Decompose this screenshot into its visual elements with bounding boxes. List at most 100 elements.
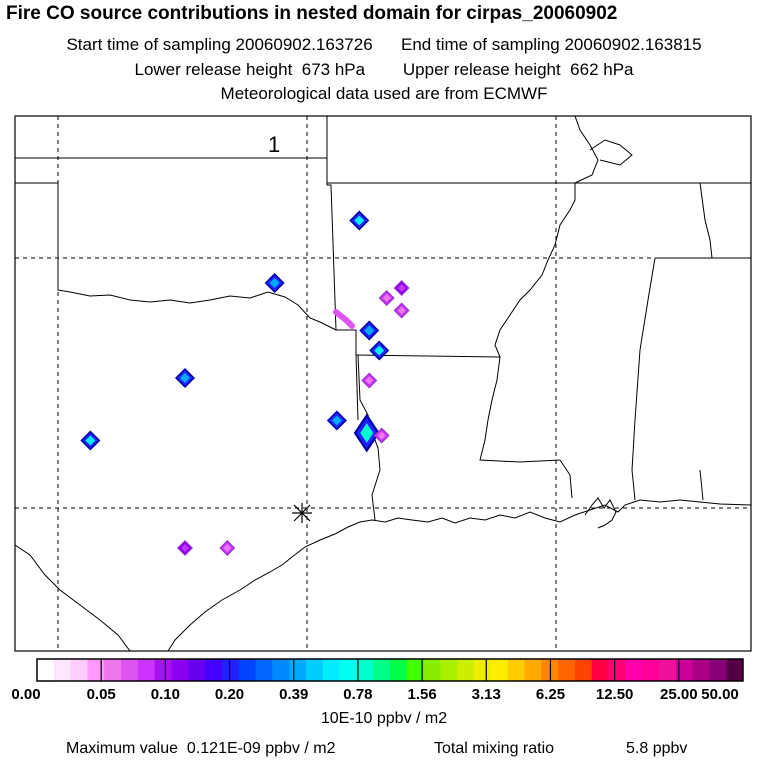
- hotspot-core: [382, 294, 391, 302]
- al-ga-border: [699, 182, 713, 259]
- fire-hotspot: [369, 340, 390, 361]
- colorbar-cell: [608, 659, 626, 681]
- colorbar-tick-label: 6.25: [535, 686, 566, 703]
- colorbar-units: 10E-10 ppbv / m2: [320, 710, 448, 727]
- hotspot-layer: [80, 210, 410, 556]
- colorbar-tick-label: 0.05: [86, 686, 116, 703]
- colorbar-cell: [356, 659, 374, 681]
- colorbar-cell: [642, 659, 660, 681]
- colorbar-tick-label: 50.00: [701, 686, 739, 703]
- colorbar-tick-label: 1.56: [407, 686, 437, 703]
- fire-hotspot: [353, 413, 380, 453]
- colorbar-tick-label: 0.20: [214, 686, 245, 703]
- colorbar-cell: [238, 659, 257, 681]
- colorbar-cells: [37, 659, 744, 681]
- colorbar-cell: [574, 659, 593, 681]
- colorbar-cell: [305, 659, 324, 681]
- colorbar-cell: [558, 659, 576, 681]
- maximum-value-label: Maximum value 0.121E-09 ppbv / m2: [66, 740, 336, 757]
- ms-la-coast-border: [559, 459, 573, 499]
- fire-hotspot: [349, 210, 370, 231]
- marker-stroke: [293, 504, 311, 522]
- hotspot-core: [223, 544, 232, 552]
- colorbar-cell: [658, 659, 677, 681]
- end-time-label: End time of sampling 20060902.163815: [401, 35, 702, 54]
- colorbar-cell: [188, 659, 206, 681]
- fire-hotspot: [176, 540, 193, 556]
- hotspot-core: [179, 373, 190, 383]
- fire-hotspot: [326, 410, 347, 431]
- tn-ky-border: [589, 139, 633, 166]
- colorbar-tick-label: 0.39: [279, 686, 309, 703]
- hotspot-core: [377, 431, 386, 440]
- sampling-times: Start time of sampling 20060902.163726 E…: [0, 35, 768, 55]
- al-fl-border: [699, 469, 704, 501]
- colorbar-cell: [440, 659, 458, 681]
- hotspot-core: [364, 325, 375, 336]
- colorbar-cell: [474, 659, 492, 681]
- colorbar-cell: [37, 659, 55, 681]
- fire-hotspot: [393, 302, 410, 319]
- colorbar-cell: [171, 659, 189, 681]
- fire-hotspot: [219, 540, 236, 556]
- hotspot-core: [374, 345, 385, 356]
- colorbar-cell: [390, 659, 408, 681]
- hotspot-core: [397, 284, 406, 292]
- total-mixing-value: 5.8 ppbv: [626, 740, 688, 757]
- fire-hotspot: [174, 368, 195, 388]
- graticule: [15, 116, 751, 651]
- rio-grande: [15, 544, 131, 651]
- colorbar-cell: [339, 659, 357, 681]
- colorbar-cell: [423, 659, 441, 681]
- release-location-marker: [292, 503, 313, 523]
- colorbar-cell: [221, 659, 240, 681]
- red-river: [57, 260, 337, 331]
- colorbar-cell: [289, 659, 307, 681]
- colorbar-cell: [104, 659, 122, 681]
- lower-release-label: Lower release height 673 hPa: [134, 60, 366, 79]
- colorbar-tick-label: 25.00: [660, 686, 698, 703]
- colorbar-tick-label: 0.78: [343, 686, 373, 703]
- release-heights: Lower release height 673 hPa Upper relea…: [0, 60, 768, 80]
- colorbar-tick-label: 12.50: [595, 686, 634, 703]
- hotspot-core: [365, 376, 374, 385]
- fire-hotspot: [373, 427, 390, 444]
- mobile-bay: [584, 497, 617, 529]
- colorbar-frame: [36, 658, 744, 682]
- colorbar-cell: [675, 659, 694, 681]
- ms-al-border: [631, 257, 656, 501]
- hotspot-core: [180, 544, 189, 552]
- mississippi-river: [479, 116, 599, 463]
- colorbar-cell: [53, 659, 72, 681]
- colorbar-cell: [373, 659, 391, 681]
- colorbar-cell: [255, 659, 273, 681]
- hotspot-core: [397, 306, 406, 315]
- colorbar-cell: [490, 659, 509, 681]
- colorbar-tick-label: 0.00: [11, 686, 41, 703]
- colorbar-cell: [322, 659, 341, 681]
- fire-hotspot: [359, 320, 380, 341]
- plot-title: Fire CO source contributions in nested d…: [6, 3, 618, 24]
- fire-hotspot: [80, 430, 101, 451]
- colorbar-tick-label: 3.13: [471, 686, 501, 703]
- hotspot-core: [269, 278, 280, 288]
- fire-hotspot: [361, 372, 378, 389]
- start-time-label: Start time of sampling 20060902.163726: [66, 35, 373, 54]
- fire-hotspot: [393, 280, 410, 296]
- colorbar-cell: [70, 659, 88, 681]
- colorbar-cell: [692, 659, 710, 681]
- colorbar-cell: [406, 659, 425, 681]
- hotspot-core: [331, 415, 342, 426]
- total-mixing-label: Total mixing ratio: [434, 740, 555, 757]
- colorbar-cell: [524, 659, 542, 681]
- colorbar-cell: [87, 659, 105, 681]
- colorbar-cell: [591, 659, 610, 681]
- fire-hotspot: [264, 273, 285, 293]
- hotspot-core: [354, 215, 365, 226]
- colorbar-cell: [726, 659, 744, 681]
- map-layer: [15, 116, 751, 651]
- hotspot-core: [360, 423, 374, 443]
- upper-release-label: Upper release height 662 hPa: [402, 60, 634, 79]
